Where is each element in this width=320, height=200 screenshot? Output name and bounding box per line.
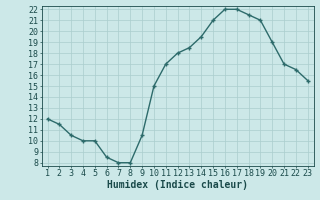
X-axis label: Humidex (Indice chaleur): Humidex (Indice chaleur) bbox=[107, 180, 248, 190]
